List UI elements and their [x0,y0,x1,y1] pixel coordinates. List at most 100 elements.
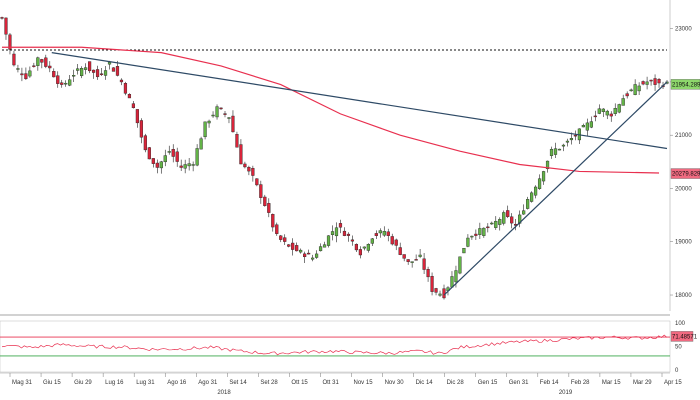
candle-up [490,222,494,225]
candle-up [545,160,550,170]
candle-down [123,83,128,94]
moving-average-tag-box [670,168,700,179]
candle-up [597,108,601,114]
candle-down [235,134,239,148]
candle-up [382,231,386,236]
candle-down [275,224,279,234]
candle-up [498,219,502,225]
candle-up [84,67,88,70]
candle-up [613,108,617,114]
candle-down [119,79,124,83]
candle-up [482,227,486,236]
rsi-tick-label: 50 [675,345,682,351]
x-tick-label: Dic 28 [447,380,465,386]
candle-down [625,93,629,97]
candle-up [458,256,462,274]
candle-down [657,79,661,84]
x-tick-label: Nov 15 [354,380,374,386]
candle-up [334,227,339,237]
candle-up [199,138,203,150]
candle-down [390,236,394,245]
candle-up [167,151,171,153]
candle-down [263,196,267,206]
rsi-value-tag: 71.48571 [672,334,698,340]
candle-down [131,103,136,109]
candle-down [649,79,653,82]
candle-up [362,246,366,249]
y-tick-label: 21000 [675,133,692,139]
x-tick-label: Ott 15 [291,380,308,386]
candle-up [191,164,195,166]
candle-down [593,115,597,118]
candle-down [52,71,56,78]
x-tick-label: Mar 29 [633,380,652,386]
candle-down [287,244,291,247]
candle-down [251,167,255,176]
candle-down [231,115,235,133]
x-tick-label: Apr 15 [664,380,682,386]
candle-up [159,161,163,169]
candle-up [541,171,546,182]
candle-up [454,270,458,283]
candle-down [99,73,104,75]
candle-down [40,59,44,63]
candle-down [426,269,430,278]
candle-down [4,17,8,35]
last-price-tag-box [670,79,700,90]
candle-down [259,184,263,198]
candle-down [474,233,478,236]
candle-up [462,248,466,254]
candle-up [617,104,621,113]
candle-down [175,151,179,162]
candle-down [171,149,175,157]
moving-average-line [2,46,660,174]
candle-down [283,237,287,242]
candle-down [358,249,362,256]
candle-up [207,120,211,124]
candle-up [533,186,538,196]
candle-down [127,94,132,99]
candle-up [645,81,649,85]
candle-up [605,110,609,116]
candle-down [111,67,116,72]
candle-up [438,293,442,296]
candle-up [601,108,605,113]
candle-down [402,254,406,259]
candle-down [20,73,24,76]
candle-down [386,231,390,236]
candle-up [378,230,382,234]
candle-up [183,164,187,169]
rsi-tick-label: 100 [675,321,686,327]
x-tick-label: Gen 31 [509,380,529,386]
candle-up [537,178,542,189]
candle-down [422,258,426,270]
candle-up [80,68,84,77]
candle-down [609,113,613,117]
x-tick-label: Lug 31 [136,380,155,386]
candle-up [410,261,414,263]
candle-up [299,249,303,253]
x-tick-label: Set 28 [260,380,278,386]
x-tick-label: Feb 28 [571,380,590,386]
candle-down [147,147,151,160]
y-tick-label: 23000 [675,27,692,33]
candle-down [354,243,359,251]
candle-down [88,61,92,72]
y-tick-label: 19000 [675,240,692,246]
candle-up [530,192,534,202]
candle-up [561,144,566,147]
candle-down [24,73,28,80]
year-label: 2018 [217,390,231,396]
descending-trendline [51,52,668,150]
candle-up [470,235,474,238]
candle-down [135,109,139,124]
price-plot-area [0,0,670,311]
candle-down [506,210,510,217]
candle-up [322,244,327,248]
candle-down [342,230,347,236]
rsi-layer [0,334,670,357]
candle-down [434,288,438,293]
candle-up [569,138,574,141]
candle-up [589,121,593,128]
candle-up [28,70,32,77]
